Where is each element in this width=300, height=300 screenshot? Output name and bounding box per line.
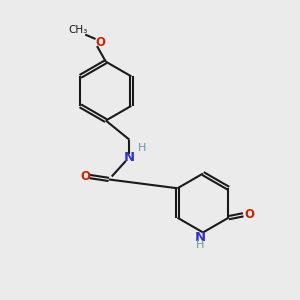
Text: O: O: [80, 170, 90, 183]
Text: N: N: [194, 231, 206, 244]
Text: O: O: [95, 36, 106, 49]
Text: O: O: [244, 208, 254, 221]
Text: CH₃: CH₃: [68, 25, 88, 34]
Text: H: H: [138, 143, 146, 153]
Text: N: N: [124, 151, 135, 164]
Text: H: H: [196, 240, 204, 250]
